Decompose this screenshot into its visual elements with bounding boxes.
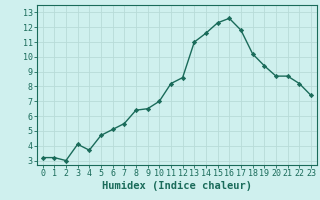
X-axis label: Humidex (Indice chaleur): Humidex (Indice chaleur)	[102, 181, 252, 191]
